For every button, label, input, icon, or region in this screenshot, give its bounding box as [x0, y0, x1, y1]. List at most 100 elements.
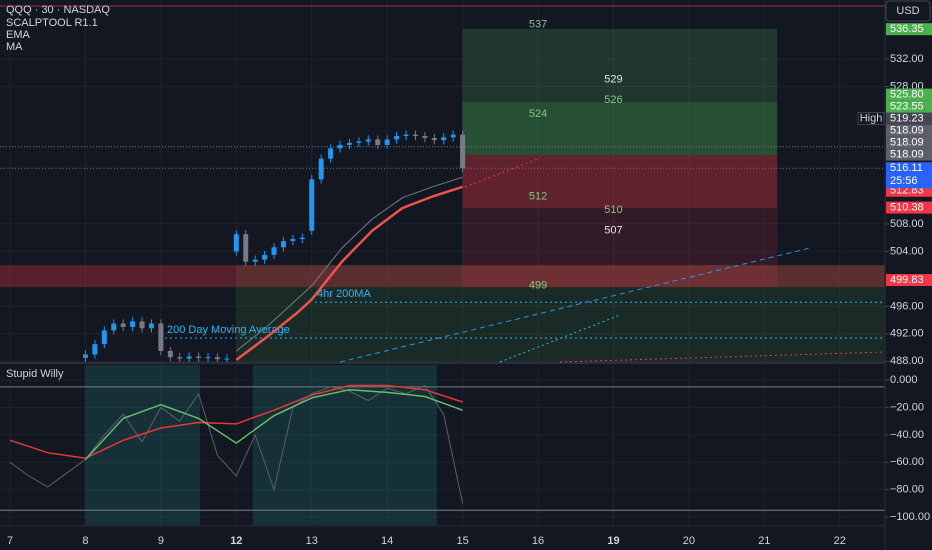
- candle-body: [328, 148, 334, 159]
- x-tick-label: 7: [7, 535, 13, 547]
- ma-line: [235, 176, 463, 352]
- level-label: 507: [604, 225, 622, 237]
- currency-button[interactable]: [885, 0, 931, 22]
- x-tick-label: 21: [758, 535, 770, 547]
- zone: [252, 365, 437, 525]
- x-tick-label: 14: [381, 535, 393, 547]
- x-tick-label: 8: [82, 535, 88, 547]
- candle-body: [384, 139, 390, 145]
- zone: [85, 365, 201, 525]
- candle-body: [233, 234, 239, 252]
- price-label-box: [886, 274, 932, 287]
- level-label: 510: [604, 204, 622, 216]
- candle-body: [243, 234, 249, 262]
- price-label: 518.09: [890, 125, 924, 137]
- price-label-box: [886, 124, 932, 137]
- candle-body: [318, 158, 324, 180]
- price-label: 518.09: [890, 137, 924, 149]
- candle-body: [196, 356, 202, 358]
- y-tick-label: 492.00: [890, 328, 924, 340]
- level-label: 526: [604, 94, 622, 106]
- price-label: 518.09: [890, 149, 924, 161]
- price-label-box: [886, 88, 932, 101]
- trend-line: [559, 351, 886, 363]
- candle-body: [394, 136, 400, 140]
- price-label: 516.11: [890, 162, 923, 174]
- y-tick-label: −40.00: [890, 429, 924, 441]
- candle-body: [252, 259, 258, 262]
- x-tick-label: 9: [158, 535, 164, 547]
- candle-body: [450, 134, 456, 138]
- candle-body: [290, 239, 296, 242]
- oscillator-line: [84, 388, 463, 461]
- level-label: 537: [529, 19, 547, 31]
- price-label: 519.23: [890, 113, 924, 125]
- annotation-label: 4hr 200MA: [317, 288, 371, 300]
- indicator: SCALPTOOL R1.1: [6, 17, 98, 29]
- candle-body: [262, 254, 268, 260]
- y-tick-label: −80.00: [890, 484, 924, 496]
- candle-body: [375, 139, 381, 145]
- price-tag: High: [860, 113, 883, 125]
- symbol: QQQ · 30 · NASDAQ: [6, 4, 110, 16]
- candle-body: [346, 142, 352, 145]
- candle-body: [299, 237, 305, 240]
- candle-body: [148, 323, 154, 329]
- candle-body: [205, 357, 211, 359]
- oscillator-pane: [0, 365, 885, 525]
- zone: [236, 265, 885, 362]
- candle-body: [337, 144, 343, 149]
- candle-body: [280, 241, 286, 248]
- candle-body: [441, 137, 447, 141]
- price-label-box: [886, 201, 932, 214]
- y-tick-label: −60.00: [890, 456, 924, 468]
- x-tick-label: 15: [456, 535, 468, 547]
- zone: [462, 155, 778, 209]
- candle-body: [130, 321, 136, 327]
- currency[interactable]: USD: [896, 5, 919, 17]
- price-label: 536.35: [890, 23, 924, 35]
- y-tick-label: 488.00: [890, 355, 924, 367]
- candle-body: [309, 179, 315, 231]
- candle-body: [214, 357, 220, 360]
- level-label: 529: [604, 74, 622, 86]
- price-label: 525.80: [890, 89, 924, 101]
- zone: [0, 265, 885, 288]
- x-tick-label: 22: [834, 535, 846, 547]
- candle-body: [403, 134, 409, 137]
- oscillator-title: Stupid Willy: [6, 368, 64, 380]
- oscillator-line: [9, 384, 463, 459]
- y-tick-label: −100.00: [890, 511, 930, 523]
- drawings: [0, 5, 886, 363]
- candle-body: [167, 351, 173, 358]
- zone: [462, 28, 778, 156]
- candle-body: [186, 356, 192, 359]
- candle-body: [158, 323, 164, 352]
- candle-body: [422, 136, 428, 139]
- candle-body: [460, 134, 466, 169]
- trend-line: [499, 314, 621, 363]
- price-label-box: [886, 136, 932, 149]
- price-label-box: [886, 100, 932, 113]
- price-label-box: [886, 162, 932, 189]
- price-label-box: [886, 148, 932, 161]
- candle-body: [365, 139, 371, 142]
- ema-extension: [464, 157, 541, 188]
- y-tick-label: 0.000: [890, 374, 918, 386]
- candle-body: [356, 141, 362, 143]
- candle-body: [92, 344, 98, 355]
- bar-countdown: 25:56: [890, 175, 918, 187]
- price-label: 523.55: [890, 101, 924, 113]
- x-tick-label: 13: [306, 535, 318, 547]
- x-tick-label: 19: [607, 535, 619, 547]
- price-label: 499.83: [890, 274, 924, 286]
- x-tick-label: 20: [683, 535, 695, 547]
- level-label: 524: [529, 108, 547, 120]
- y-tick-label: 508.00: [890, 218, 924, 230]
- candle-body: [271, 247, 277, 255]
- x-tick-label: 12: [230, 535, 242, 547]
- candle-body: [139, 321, 145, 329]
- price-tag-box: [857, 112, 885, 126]
- level-label: 499: [529, 280, 547, 292]
